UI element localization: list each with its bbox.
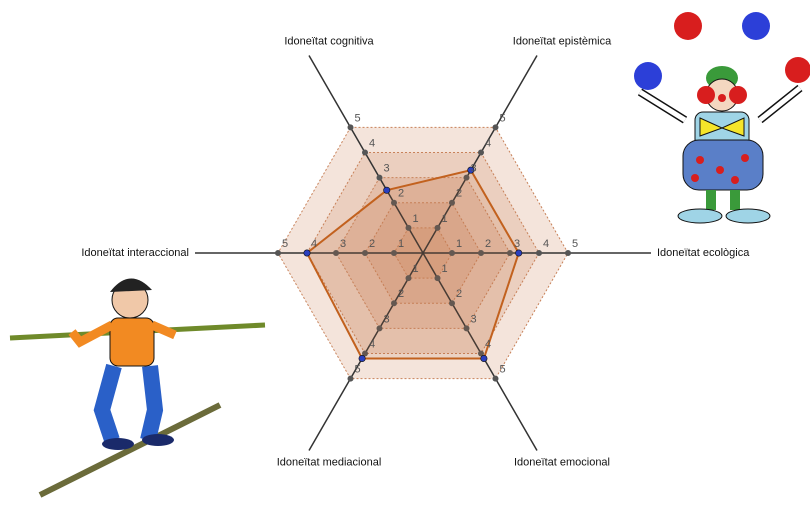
tick-dot xyxy=(463,174,470,181)
tick-label: 4 xyxy=(485,338,491,350)
tick-label: 5 xyxy=(354,112,360,124)
axis-label: Idoneïtat interaccional xyxy=(81,247,189,259)
tick-label: 1 xyxy=(441,263,447,275)
tick-label: 2 xyxy=(398,288,404,300)
tick-dot xyxy=(565,250,571,256)
axes xyxy=(195,55,651,451)
axis-label: Idoneïtat mediacional xyxy=(277,456,382,468)
tick-dot xyxy=(536,250,542,256)
tick-dot xyxy=(478,350,484,357)
tick-dot xyxy=(434,224,441,231)
marks xyxy=(303,166,523,362)
tick-dot xyxy=(391,199,397,206)
data-point xyxy=(480,354,488,362)
tick-label: 3 xyxy=(383,313,389,325)
axis-label: Idoneïtat ecològica xyxy=(657,247,750,259)
axis-label: Idoneïtat cognitiva xyxy=(284,35,374,47)
tick-label: 5 xyxy=(499,363,505,375)
data-point xyxy=(303,249,311,257)
tick-label: 5 xyxy=(354,363,360,375)
tick-dot xyxy=(478,250,484,256)
tick-dot xyxy=(275,250,281,256)
tick-dot xyxy=(362,250,368,256)
tick-label: 1 xyxy=(412,213,418,225)
data-point xyxy=(515,249,523,257)
tick-dot xyxy=(391,250,397,256)
tick-label: 3 xyxy=(514,238,520,250)
tick-label: 2 xyxy=(398,188,404,200)
tick-label: 5 xyxy=(499,112,505,124)
labels: Idoneïtat cognitiva 1 2 3 4 5 Idoneïtat epistè… xyxy=(81,35,750,468)
tick-dot xyxy=(362,149,368,156)
tick-dot xyxy=(463,325,470,332)
tick-dot xyxy=(405,275,412,282)
tick-dot xyxy=(492,124,499,131)
tick-label: 1 xyxy=(441,213,447,225)
tick-dot xyxy=(507,250,513,256)
tick-dot xyxy=(478,149,484,156)
data-point xyxy=(383,186,391,194)
tick-label: 1 xyxy=(412,263,418,275)
tick-label: 2 xyxy=(369,238,375,250)
tick-label: 3 xyxy=(340,238,346,250)
tick-label: 4 xyxy=(485,137,491,149)
data-point xyxy=(358,354,366,362)
tick-label: 1 xyxy=(398,238,404,250)
tick-label: 3 xyxy=(383,163,389,175)
tick-label: 4 xyxy=(311,238,317,250)
tick-dot xyxy=(376,325,383,332)
axis-label: Idoneïtat emocional xyxy=(514,456,610,468)
data-point xyxy=(467,166,475,174)
tick-label: 2 xyxy=(456,288,462,300)
tick-dot xyxy=(391,300,397,307)
tick-label: 3 xyxy=(470,163,476,175)
tick-dot xyxy=(333,250,339,256)
tick-dot xyxy=(405,224,412,231)
tick-dot xyxy=(347,375,354,382)
walker-illustration xyxy=(9,278,266,498)
tick-dot xyxy=(449,300,455,307)
tick-dot xyxy=(449,199,455,206)
clown-illustration xyxy=(634,12,810,224)
tick-label: 4 xyxy=(369,137,375,149)
tick-label: 2 xyxy=(485,238,491,250)
tick-label: 4 xyxy=(543,238,549,250)
tick-dot xyxy=(434,275,441,282)
tick-label: 2 xyxy=(456,188,462,200)
tick-dot xyxy=(492,375,499,382)
tick-label: 1 xyxy=(456,238,462,250)
tick-dot xyxy=(449,250,455,256)
tick-dot xyxy=(376,174,383,181)
tick-label: 3 xyxy=(470,313,476,325)
tick-dot xyxy=(362,350,368,357)
tick-label: 5 xyxy=(282,238,288,250)
axis-label: Idoneïtat epistèmica xyxy=(513,35,612,47)
tick-label: 5 xyxy=(572,238,578,250)
tick-label: 4 xyxy=(369,338,375,350)
tick-dot xyxy=(347,124,354,131)
